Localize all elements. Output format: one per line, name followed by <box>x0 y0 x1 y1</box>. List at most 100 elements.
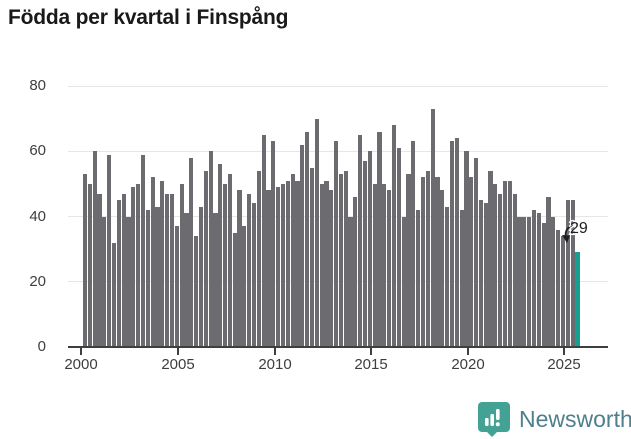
x-axis-label-2020: 2020 <box>451 356 485 373</box>
bar-2023-q3 <box>536 213 541 347</box>
bar-2010-q4 <box>290 174 295 347</box>
bar-latest-highlighted <box>575 252 580 347</box>
bar-2019-q3 <box>459 209 464 347</box>
bar-2008-q1 <box>237 190 242 347</box>
bar-2005-q1 <box>179 183 184 347</box>
bar-2003-q3 <box>150 177 155 347</box>
bar-2009-q1 <box>256 170 261 347</box>
y-axis-label-0: 0 <box>37 338 46 355</box>
bar-2023-q1 <box>527 216 532 347</box>
bar-2022-q4 <box>522 216 527 347</box>
bar-2019-q1 <box>449 141 455 347</box>
bar-2016-q3 <box>401 216 406 347</box>
bar-2015-q3 <box>382 183 387 347</box>
bar-2005-q4 <box>194 236 199 347</box>
bar-2008-q4 <box>251 203 257 347</box>
y-axis-label-80: 80 <box>29 77 46 94</box>
bar-2004-q4 <box>174 226 179 347</box>
bar-2015-q2 <box>377 131 382 347</box>
newsworthy-logo: Newsworthy <box>477 401 631 437</box>
y-axis-label-20: 20 <box>29 272 46 290</box>
bar-2025-q2 <box>570 200 575 347</box>
bar-2016-q4 <box>406 174 411 347</box>
latest-value-label: 29 <box>570 220 588 237</box>
bar-2012-q1 <box>314 118 319 347</box>
bar-2014-q3 <box>362 161 368 347</box>
bar-2006-q1 <box>198 206 204 347</box>
x-axis-tick-2000 <box>80 348 82 355</box>
bar-2025-q1 <box>565 200 570 347</box>
bar-2000-q2 <box>87 183 92 347</box>
bar-2002-q4 <box>136 183 141 347</box>
bar-2009-q2 <box>261 134 266 347</box>
bar-2015-q1 <box>372 183 377 347</box>
bar-2007-q4 <box>232 232 237 347</box>
bar-2015-q4 <box>387 190 392 347</box>
bar-2001-q4 <box>116 200 121 347</box>
bar-2010-q1 <box>276 187 281 347</box>
x-axis-tick-2010 <box>274 348 276 355</box>
bar-2013-q2 <box>338 174 344 347</box>
x-axis-tick-2020 <box>467 348 469 355</box>
bar-2014-q2 <box>358 134 363 347</box>
bar-2019-q2 <box>454 138 459 347</box>
bar-2011-q1 <box>295 180 300 347</box>
bar-2005-q2 <box>184 213 189 347</box>
bar-2005-q3 <box>189 157 194 347</box>
chart-title: Födda per kvartal i Finspång <box>8 6 289 29</box>
bar-2021-q1 <box>488 170 493 347</box>
bar-2008-q3 <box>247 193 252 347</box>
bar-2023-q2 <box>531 209 537 347</box>
bar-2011-q2 <box>300 144 305 347</box>
bar-2009-q3 <box>266 190 271 347</box>
x-axis-label-2010: 2010 <box>258 356 292 373</box>
bar-2004-q1 <box>160 180 165 347</box>
bar-2007-q3 <box>227 174 232 347</box>
bar-2013-q4 <box>348 216 353 347</box>
bar-2013-q1 <box>334 141 339 347</box>
bar-2017-q4 <box>425 170 430 347</box>
bar-2017-q1 <box>411 141 416 347</box>
bar-2020-q2 <box>473 157 479 347</box>
bar-2021-q3 <box>498 193 503 347</box>
bar-2024-q2 <box>551 216 556 347</box>
bar-2001-q2 <box>107 154 112 347</box>
bar-2003-q2 <box>145 209 150 347</box>
bar-2018-q2 <box>435 177 440 347</box>
x-axis-tick-2005 <box>177 348 179 355</box>
bar-2012-q3 <box>324 180 329 347</box>
bar-2023-q4 <box>541 223 546 347</box>
bar-2022-q1 <box>507 180 512 347</box>
x-axis-label-2015: 2015 <box>354 356 388 373</box>
bar-2024-q4 <box>560 236 566 347</box>
bar-2006-q2 <box>203 170 208 347</box>
bar-2012-q2 <box>319 183 324 347</box>
bar-2002-q1 <box>121 193 126 347</box>
bar-2022-q2 <box>512 193 517 347</box>
bar-2002-q2 <box>126 216 131 347</box>
bar-2024-q3 <box>556 229 561 347</box>
bar-2011-q3 <box>305 131 310 347</box>
bar-2019-q4 <box>464 151 469 347</box>
bar-2021-q4 <box>502 180 508 347</box>
bar-2008-q2 <box>242 226 247 347</box>
bar-2013-q3 <box>343 170 348 347</box>
bar-2020-q4 <box>483 203 488 347</box>
x-axis-label-2000: 2000 <box>64 356 98 373</box>
bar-2017-q3 <box>420 177 426 347</box>
bar-2002-q3 <box>131 187 136 347</box>
bar-2017-q2 <box>416 209 421 347</box>
bar-2000-q4 <box>97 193 102 347</box>
y-axis-label-40: 40 <box>29 207 46 225</box>
x-axis-tick-2015 <box>370 348 372 355</box>
bar-2014-q4 <box>367 151 372 347</box>
newsworthy-logo-text: Newsworthy <box>519 405 631 432</box>
x-axis-label-2005: 2005 <box>161 356 195 373</box>
bar-2004-q3 <box>169 193 175 347</box>
bar-2024-q1 <box>546 196 551 347</box>
bar-2016-q1 <box>391 125 397 347</box>
bar-2006-q4 <box>213 213 218 347</box>
bar-2016-q2 <box>396 147 401 347</box>
bar-2021-q2 <box>493 183 498 347</box>
